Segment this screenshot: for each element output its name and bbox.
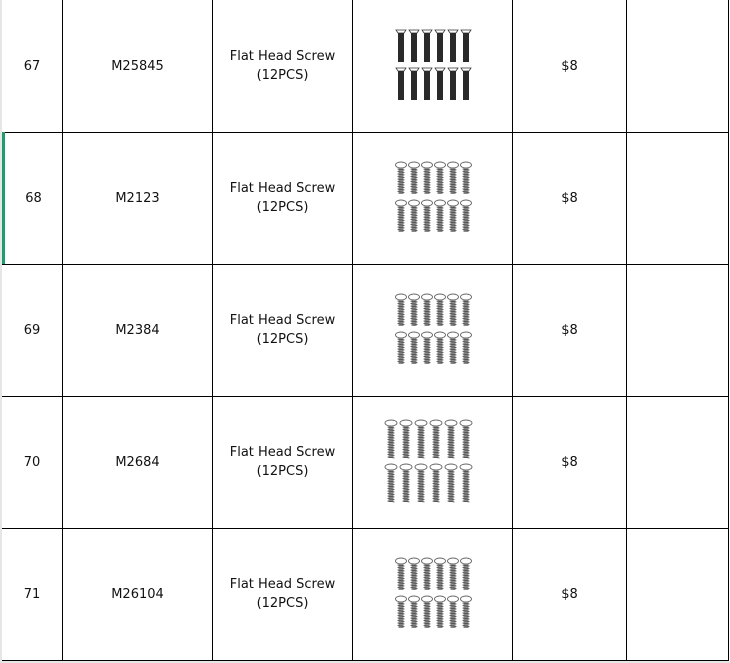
cell-image[interactable] (353, 264, 513, 396)
product-name: Flat Head Screw (229, 313, 336, 328)
table-row: 69 M2384 Flat Head Screw (12PCS) $8 (2, 264, 729, 397)
product-qty: (12PCS) (256, 332, 309, 347)
cell-description[interactable]: Flat Head Screw (12PCS) (213, 396, 353, 528)
cell-number[interactable]: 70 (2, 396, 63, 528)
cell-description[interactable]: Flat Head Screw (12PCS) (213, 264, 353, 396)
cell-price[interactable]: $8 (513, 132, 627, 264)
cell-price[interactable]: $8 (513, 264, 627, 396)
cell-image[interactable] (353, 132, 513, 264)
product-qty: (12PCS) (256, 68, 309, 83)
table-row: 68 M2123 Flat Head Screw (12PCS) $8 (2, 132, 729, 265)
cell-price[interactable]: $8 (513, 396, 627, 528)
code-text: M26104 (111, 586, 164, 602)
price-text: $8 (561, 322, 578, 338)
cell-price[interactable]: $8 (513, 528, 627, 660)
code-text: M2684 (115, 454, 160, 470)
sheet-gutter (0, 0, 2, 663)
cell-code[interactable]: M25845 (63, 0, 213, 132)
sheet-bottom (0, 661, 730, 663)
cell-number[interactable]: 68 (2, 132, 63, 264)
cell-number[interactable]: 71 (2, 528, 63, 660)
cell-note[interactable] (627, 528, 729, 660)
cell-image[interactable] (353, 528, 513, 660)
code-text: M2123 (115, 190, 160, 206)
pan-head-gray-screws-image (394, 293, 472, 364)
cell-description[interactable]: Flat Head Screw (12PCS) (213, 528, 353, 660)
cell-image[interactable] (353, 396, 513, 528)
number-text: 69 (23, 322, 41, 338)
product-name: Flat Head Screw (229, 577, 336, 592)
price-text: $8 (561, 190, 578, 206)
price-text: $8 (561, 586, 578, 602)
cell-code[interactable]: M2123 (63, 132, 213, 264)
cell-number[interactable]: 69 (2, 264, 63, 396)
product-qty: (12PCS) (256, 596, 309, 611)
product-name: Flat Head Screw (229, 49, 336, 64)
cell-code[interactable]: M2384 (63, 264, 213, 396)
pan-head-gray-screws-image (384, 419, 472, 503)
product-name: Flat Head Screw (229, 181, 336, 196)
cell-note[interactable] (627, 0, 729, 132)
cell-number[interactable]: 67 (2, 0, 63, 132)
price-text: $8 (561, 58, 578, 74)
table-row: 70 M2684 Flat Head Screw (12PCS) $8 (2, 396, 729, 529)
number-text: 68 (25, 190, 42, 206)
price-text: $8 (561, 454, 578, 470)
code-text: M2384 (115, 322, 160, 338)
cell-description[interactable]: Flat Head Screw (12PCS) (213, 0, 353, 132)
pan-head-gray-screws-image (394, 161, 472, 232)
cell-price[interactable]: $8 (513, 0, 627, 132)
code-text: M25845 (111, 58, 164, 74)
pan-head-gray-screws-image (394, 557, 472, 628)
number-text: 67 (23, 58, 41, 74)
number-text: 71 (23, 586, 41, 602)
product-name: Flat Head Screw (229, 445, 336, 460)
cell-code[interactable]: M2684 (63, 396, 213, 528)
cell-note[interactable] (627, 132, 729, 264)
number-text: 70 (23, 454, 41, 470)
cell-code[interactable]: M26104 (63, 528, 213, 660)
cell-note[interactable] (627, 264, 729, 396)
cell-note[interactable] (627, 396, 729, 528)
table-row: 71 M26104 Flat Head Screw (12PCS) $8 (2, 528, 729, 661)
table-row: 67 M25845 Flat Head Screw (12PCS) $8 (2, 0, 729, 133)
product-qty: (12PCS) (256, 464, 309, 479)
product-qty: (12PCS) (256, 200, 309, 215)
flat-head-black-screws-image (394, 29, 472, 100)
cell-image[interactable] (353, 0, 513, 132)
cell-description[interactable]: Flat Head Screw (12PCS) (213, 132, 353, 264)
